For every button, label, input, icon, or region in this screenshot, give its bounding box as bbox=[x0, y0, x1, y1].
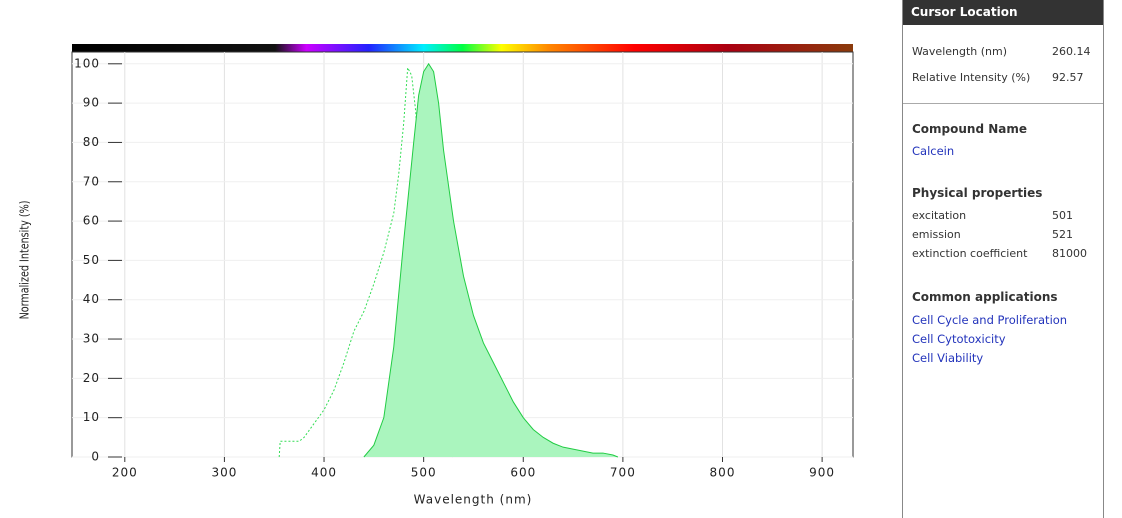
y-tick-label: 50 bbox=[83, 253, 100, 267]
property-row: excitation 501 bbox=[912, 209, 1087, 222]
section-heading: Physical properties bbox=[912, 186, 1043, 200]
chart: Wavelength (nm) Normalized Intensity (%)… bbox=[17, 44, 854, 507]
cursor-value: 92.57 bbox=[1052, 71, 1084, 84]
cursor-label: Wavelength (nm) bbox=[912, 45, 1008, 58]
spectrum-bar bbox=[72, 44, 853, 52]
y-tick-label: 20 bbox=[83, 371, 100, 385]
y-tick-label: 30 bbox=[83, 332, 100, 346]
property-value: 501 bbox=[1052, 209, 1073, 222]
cursor-value: 260.14 bbox=[1052, 45, 1091, 58]
sidebar: Cursor Location Wavelength (nm) 260.14 Rela… bbox=[902, 0, 1104, 518]
x-tick-label: 200 bbox=[112, 466, 138, 480]
application-link[interactable]: Cell Cycle and Proliferation bbox=[912, 313, 1068, 327]
property-row: extinction coefficient 81000 bbox=[912, 247, 1087, 260]
x-tick-label: 500 bbox=[411, 466, 437, 480]
emission-area bbox=[363, 62, 619, 458]
cursor-row: Relative Intensity (%) 92.57 bbox=[912, 71, 1087, 84]
property-row: emission 521 bbox=[912, 228, 1087, 241]
application-link[interactable]: Cell Viability bbox=[912, 351, 984, 365]
y-tick-label: 100 bbox=[74, 56, 100, 70]
x-tick-label: 600 bbox=[510, 466, 536, 480]
y-tick-label: 60 bbox=[83, 214, 100, 228]
y-tick-label: 10 bbox=[83, 410, 100, 424]
section-heading: Compound Name bbox=[912, 122, 1028, 136]
y-tick-label: 80 bbox=[83, 135, 100, 149]
divider bbox=[903, 103, 1103, 104]
x-tick-label: 900 bbox=[809, 466, 835, 480]
y-axis-label: Normalized Intensity (%) bbox=[17, 201, 31, 320]
y-tick-label: 0 bbox=[91, 450, 100, 464]
property-name: excitation bbox=[912, 209, 967, 222]
y-tick-label: 90 bbox=[83, 96, 100, 110]
y-tick-label: 40 bbox=[83, 292, 100, 306]
x-tick-label: 700 bbox=[610, 466, 636, 480]
property-name: extinction coefficient bbox=[912, 247, 1028, 260]
application-link[interactable]: Cell Cytotoxicity bbox=[912, 332, 1006, 346]
cursor-row: Wavelength (nm) 260.14 bbox=[912, 45, 1091, 58]
section-heading: Common applications bbox=[912, 290, 1058, 304]
compound-link[interactable]: Calcein bbox=[912, 144, 955, 158]
x-tick-label: 400 bbox=[311, 466, 337, 480]
cursor-label: Relative Intensity (%) bbox=[912, 71, 1031, 84]
x-tick-label: 800 bbox=[710, 466, 736, 480]
y-tick-label: 70 bbox=[83, 174, 100, 188]
property-value: 521 bbox=[1052, 228, 1073, 241]
panel-header: Cursor Location bbox=[903, 0, 1103, 25]
property-name: emission bbox=[912, 228, 961, 241]
x-tick-label: 300 bbox=[211, 466, 237, 480]
property-value: 81000 bbox=[1052, 247, 1087, 260]
x-axis-label: Wavelength (nm) bbox=[414, 493, 533, 507]
